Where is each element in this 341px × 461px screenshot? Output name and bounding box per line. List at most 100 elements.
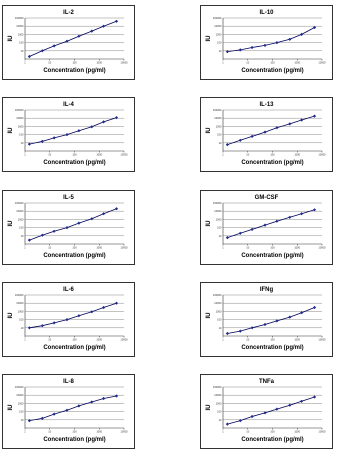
data-point — [52, 136, 56, 140]
data-point — [312, 25, 317, 30]
y-tick-label: 10 — [219, 418, 222, 422]
y-tick-label: 10000 — [16, 24, 24, 28]
data-point — [40, 416, 44, 420]
data-point — [225, 143, 229, 147]
y-axis-label: IU — [206, 313, 212, 319]
x-tick-label: 1 — [24, 246, 26, 250]
x-tick-label: 10000 — [318, 246, 326, 250]
data-point — [238, 329, 242, 333]
x-tick-label: 1000 — [294, 246, 300, 250]
data-point — [77, 404, 81, 408]
y-tick-label: 100000 — [213, 16, 222, 20]
y-tick-label: 100 — [19, 226, 24, 230]
x-axis-label: Concentration (pg/ml) — [241, 68, 303, 74]
chart-svg: IL-5 10 100 1000 10000 100000 1 10 100 1000 10000 C… — [8, 195, 128, 259]
series-line — [227, 396, 315, 425]
chart-title: GM-CSF — [255, 195, 279, 201]
series-line — [29, 395, 117, 421]
y-tick-label: 100000 — [213, 201, 222, 205]
data-point — [65, 133, 69, 137]
data-point — [300, 32, 304, 36]
x-tick-label: 1 — [24, 430, 26, 434]
y-tick-label: 10000 — [16, 116, 24, 120]
y-tick-label: 100 — [19, 133, 24, 137]
y-tick-label: 10000 — [214, 393, 222, 397]
data-point — [288, 215, 292, 219]
y-tick-label: 100 — [217, 133, 222, 137]
data-point — [102, 396, 106, 401]
y-tick-label: 10 — [21, 234, 24, 238]
x-tick-label: 1000 — [96, 430, 102, 434]
x-tick-label: 1000 — [96, 153, 102, 157]
x-tick-label: 10000 — [120, 338, 128, 342]
x-axis-label: Concentration (pg/ml) — [43, 68, 105, 74]
x-tick-label: 1 — [24, 153, 26, 157]
data-point — [27, 54, 31, 59]
y-tick-label: 10 — [21, 141, 24, 145]
data-point — [65, 39, 69, 43]
data-point — [40, 324, 44, 328]
data-point — [288, 403, 292, 407]
data-point — [238, 48, 242, 52]
data-point — [102, 305, 106, 310]
x-tick-label: 10 — [246, 61, 249, 65]
data-point — [52, 229, 56, 233]
y-tick-label: 1000 — [18, 217, 24, 221]
data-point — [40, 139, 44, 143]
data-point — [90, 217, 94, 221]
x-tick-label: 1 — [222, 153, 224, 157]
data-point — [52, 321, 56, 325]
x-tick-label: 1 — [222, 430, 224, 434]
chart-title: IL-13 — [259, 102, 274, 108]
chart-panel-gm-csf: GM-CSF 10 100 1000 10000 100000 1 10 100 1000 1000… — [200, 190, 333, 265]
y-tick-label: 10000 — [214, 301, 222, 305]
x-tick-label: 100 — [270, 61, 275, 65]
y-tick-label: 10000 — [214, 209, 222, 213]
x-tick-label: 1 — [222, 246, 224, 250]
y-tick-label: 1000 — [18, 32, 24, 36]
y-tick-label: 100000 — [213, 385, 222, 389]
data-point — [102, 212, 106, 216]
x-axis-label: Concentration (pg/ml) — [43, 345, 105, 351]
x-tick-label: 1000 — [294, 430, 300, 434]
data-point — [250, 134, 254, 138]
data-point — [250, 326, 254, 330]
chart-svg: IL-4 10 100 1000 10000 100000 1 10 100 1000 10000 C… — [8, 102, 128, 166]
data-point — [77, 34, 81, 38]
data-point — [114, 116, 119, 120]
y-tick-label: 100000 — [15, 293, 24, 297]
data-point — [114, 301, 119, 305]
y-tick-label: 1000 — [216, 217, 222, 221]
chart-svg: IL-2 10 100 1000 10000 100000 1 10 100 1000 10000 C… — [8, 10, 128, 74]
data-point — [27, 142, 31, 146]
x-tick-label: 1000 — [294, 338, 300, 342]
data-point — [102, 24, 106, 28]
data-point — [263, 411, 267, 415]
data-point — [90, 125, 94, 129]
y-tick-label: 1000 — [18, 124, 24, 128]
y-axis-label: IU — [206, 36, 212, 42]
y-tick-label: 100 — [19, 410, 24, 414]
data-point — [114, 394, 119, 398]
data-point — [300, 399, 304, 403]
y-tick-label: 10000 — [16, 301, 24, 305]
x-tick-label: 10000 — [120, 246, 128, 250]
y-tick-label: 10000 — [214, 24, 222, 28]
x-tick-label: 10 — [246, 153, 249, 157]
y-tick-label: 10 — [219, 141, 222, 145]
x-axis-label: Concentration (pg/ml) — [241, 345, 303, 351]
chart-svg: IL-10 10 100 1000 10000 100000 1 10 100 1000 10000… — [206, 10, 326, 74]
chart-svg: TNFa 10 100 1000 10000 100000 1 10 100 1000 10000 C… — [206, 379, 326, 443]
data-point — [225, 236, 229, 240]
data-point — [225, 50, 229, 54]
x-tick-label: 100 — [270, 430, 275, 434]
chart-svg: IL-6 10 100 1000 10000 100000 1 10 100 1000 10000 C… — [8, 287, 128, 351]
y-axis-label: IU — [8, 313, 14, 319]
x-tick-label: 1000 — [96, 61, 102, 65]
y-tick-label: 10 — [219, 49, 222, 53]
y-tick-label: 1000 — [216, 32, 222, 36]
series-line — [29, 117, 117, 145]
chart-panel-il-8: IL-8 10 100 1000 10000 100000 1 10 100 1000 10000 C… — [2, 374, 135, 449]
x-tick-label: 100 — [270, 246, 275, 250]
data-point — [300, 212, 304, 216]
